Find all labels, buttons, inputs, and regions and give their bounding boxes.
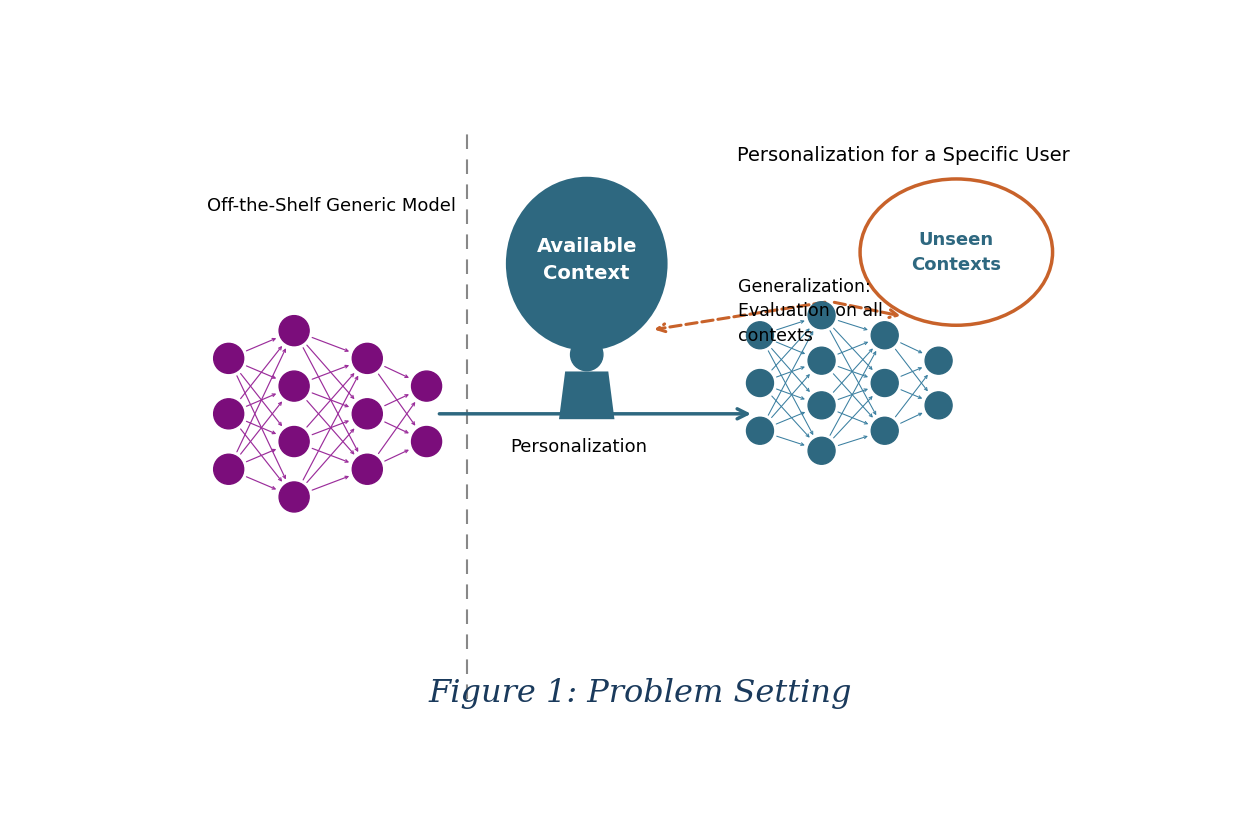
- Circle shape: [746, 369, 774, 396]
- Circle shape: [411, 427, 441, 456]
- Circle shape: [746, 322, 774, 349]
- Ellipse shape: [860, 179, 1052, 325]
- Circle shape: [279, 482, 309, 512]
- Ellipse shape: [506, 176, 668, 350]
- Circle shape: [808, 438, 835, 464]
- Text: Personalization for a Specific User: Personalization for a Specific User: [738, 147, 1070, 166]
- Circle shape: [570, 339, 602, 371]
- Circle shape: [808, 302, 835, 329]
- Circle shape: [214, 399, 244, 428]
- Text: Unseen
Contexts: Unseen Contexts: [911, 231, 1001, 274]
- Polygon shape: [559, 372, 615, 419]
- Circle shape: [279, 371, 309, 401]
- Circle shape: [352, 454, 382, 485]
- Text: Off-the-Shelf Generic Model: Off-the-Shelf Generic Model: [206, 197, 456, 215]
- Circle shape: [411, 371, 441, 401]
- Circle shape: [746, 417, 774, 444]
- Circle shape: [279, 427, 309, 456]
- Circle shape: [214, 454, 244, 485]
- Circle shape: [871, 369, 899, 396]
- Circle shape: [808, 392, 835, 419]
- Circle shape: [871, 322, 899, 349]
- Circle shape: [925, 347, 952, 374]
- Circle shape: [352, 344, 382, 373]
- Circle shape: [925, 392, 952, 419]
- Circle shape: [352, 399, 382, 428]
- Text: Figure 1: Problem Setting: Figure 1: Problem Setting: [429, 678, 853, 709]
- Text: Personalization: Personalization: [510, 438, 648, 456]
- Circle shape: [871, 417, 899, 444]
- Circle shape: [808, 347, 835, 374]
- Circle shape: [279, 316, 309, 345]
- Circle shape: [214, 344, 244, 373]
- Text: Available
Context: Available Context: [536, 237, 638, 283]
- Text: Generalization:
Evaluation on all
contexts: Generalization: Evaluation on all contex…: [739, 279, 884, 344]
